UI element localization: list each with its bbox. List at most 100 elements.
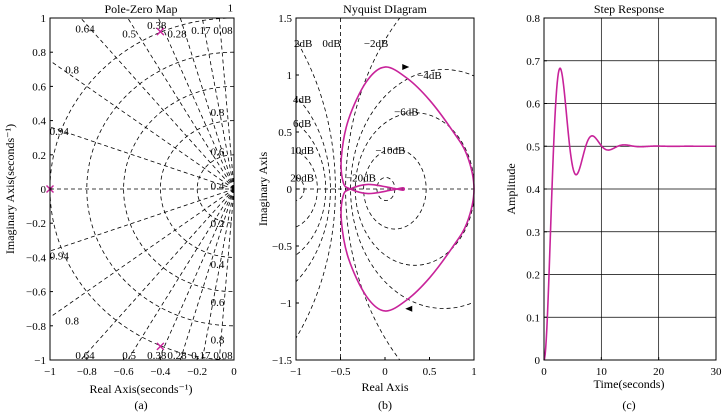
ny-ytick-label: −1.5	[272, 355, 292, 367]
pz-zeta-ray-down-6	[201, 188, 235, 361]
ny-annotations: 2dB 0dB −2dB −4dB 4dB −6dB 6dB 10dB −10dB 20dB −20…	[290, 38, 441, 185]
ny-title: Nyquist DIagram	[343, 2, 427, 16]
pz-annotation: 0.5	[122, 28, 136, 40]
ny-ytick-label: 0.5	[278, 127, 292, 139]
st-y-ticks: 0 0.1 0.2 0.3 0.4 0.5 0.6 0.7 0.8	[526, 13, 547, 367]
ny-xtick-label: 0	[382, 366, 388, 378]
ny-ytick-label: 1	[287, 70, 293, 82]
ny-m-circle-0	[296, 39, 336, 339]
pz-zeta-ray-up-2	[80, 17, 235, 190]
pz-wn-arc-2	[123, 86, 235, 292]
pz-annotation: 0.5	[122, 350, 136, 362]
ny-m-circle-3	[296, 150, 318, 228]
pz-title: Pole-Zero Map	[105, 2, 178, 16]
pz-grid	[49, 17, 235, 361]
pz-pole-marker-2	[156, 342, 165, 351]
st-ytick-label: 0.6	[526, 99, 540, 111]
pz-annotation: 0.17	[191, 25, 211, 37]
ny-m-circle-5	[345, 18, 401, 360]
st-ytick-label: 0.7	[526, 56, 540, 68]
ny-annotation: 0dB	[322, 38, 340, 50]
pz-annotation: 0.28	[167, 350, 187, 362]
pz-wn-arc-4	[49, 17, 235, 361]
pz-annotation: 0.8	[65, 316, 79, 328]
pz-pole-stroke-b	[156, 342, 165, 351]
ny-xtick-label: −1	[290, 366, 302, 378]
pz-xtick-label: −0.6	[114, 366, 134, 378]
pz-ytick-label: 0.8	[32, 47, 46, 59]
pz-annotation: 0.38	[147, 350, 167, 362]
pz-zeta-ray-down-5	[179, 188, 235, 361]
pz-annotation: 0.8	[211, 107, 225, 119]
ny-annotation: 2dB	[294, 38, 312, 50]
pz-xtick-label: −0.2	[187, 366, 207, 378]
pz-xtick-label: −1	[44, 366, 56, 378]
pz-annotation: 0.8	[211, 334, 225, 346]
st-ytick-label: 0	[535, 355, 541, 367]
st-grid	[544, 18, 716, 360]
ny-annotation: −10dB	[375, 145, 405, 157]
pz-annotation: 0.28	[167, 28, 187, 40]
pz-zeta-ray-up-6	[201, 17, 235, 190]
pz-zeta-ray-up-7	[218, 17, 235, 190]
pz-annotation: 0.94	[50, 251, 70, 263]
pz-ylabel: Imaginary Axis(seconds⁻¹)	[3, 124, 17, 254]
pz-zeta-ray-down-2	[80, 188, 235, 361]
pz-ytick-label: 1	[41, 13, 47, 25]
pz-ytick-label: −1	[34, 355, 46, 367]
pz-xlabel: Real Axis(seconds⁻¹)	[90, 382, 193, 396]
pz-zeta-ray-up-5	[179, 17, 235, 190]
st-curve-group	[543, 67, 716, 361]
ny-direction-arrow-top	[402, 64, 410, 71]
pz-xtick-label: −0.4	[150, 366, 170, 378]
pz-annotation: 0.08	[213, 350, 233, 362]
ny-x-ticks: −1 −0.5 0 0.5 1	[290, 357, 477, 378]
st-ytick-label: 0.8	[526, 13, 540, 25]
ny-xlabel: Real Axis	[362, 380, 409, 394]
pz-ytick-label: −0.6	[26, 287, 46, 299]
pz-annotation: 0.38	[147, 20, 167, 32]
ny-ylabel: Imaginary Axis	[256, 152, 270, 227]
pz-annotation: 0.94	[50, 126, 70, 138]
step-response: Step Response 0 10 20 30 0 0.1 0.2 0.3 0.4 0.5 0.…	[504, 2, 722, 412]
pz-y-ticks: 1 0.8 0.6 0.4 0.2 0 −0.2 −0.4 −0.6 −0.8 −1	[26, 13, 53, 367]
ny-ytick-label: 0	[287, 184, 293, 196]
pz-annotation: 0.08	[213, 25, 233, 37]
ny-m-circle-8	[363, 148, 427, 230]
pole-zero-map: Pole-Zero Map 10.64 0.50.380.28 0.17 0.080.…	[3, 2, 237, 412]
st-ytick-label: 0.5	[526, 141, 540, 153]
st-ytick-label: 0.3	[526, 227, 540, 239]
pz-pole-stroke-b	[156, 27, 165, 36]
pz-wn-arc-0	[196, 154, 235, 224]
ny-m-circle-2	[296, 122, 327, 256]
pz-zeta-ray-up-1	[49, 60, 235, 190]
pz-zeta-ray-up-0	[49, 126, 235, 190]
pz-annotations: 10.64 0.50.380.28 0.17 0.080.80.940.80.60.4…	[50, 3, 234, 362]
pz-xtick-label: 0	[231, 366, 237, 378]
ny-annotation: −6dB	[394, 106, 419, 118]
st-ytick-label: 0.4	[526, 184, 540, 196]
ny-direction-arrow-bottom	[405, 305, 413, 312]
ny-panel-label: (b)	[378, 398, 392, 412]
pz-x-ticks: −1 −0.8 −0.6 −0.4 −0.2 0	[44, 357, 237, 378]
st-xtick-label: 0	[541, 366, 547, 378]
st-title: Step Response	[594, 2, 664, 16]
ny-annotation: 10dB	[290, 145, 314, 157]
ny-ytick-label: −1	[280, 298, 292, 310]
st-xtick-label: 20	[653, 366, 665, 378]
pz-panel-label: (a)	[134, 398, 147, 412]
ny-ytick-label: −0.5	[272, 241, 292, 253]
ny-m-circle-7	[354, 112, 474, 266]
ny-xtick-label: 0.5	[423, 366, 437, 378]
ny-annotation: −2dB	[364, 38, 389, 50]
pz-ytick-label: 0	[41, 184, 47, 196]
pz-zeta-ray-down-1	[49, 188, 235, 318]
pz-ytick-label: −0.4	[26, 252, 46, 264]
st-xlabel: Time(seconds)	[594, 377, 665, 391]
pz-annotation: 0.17	[191, 350, 211, 362]
pz-annotation: 0.6	[211, 146, 225, 158]
